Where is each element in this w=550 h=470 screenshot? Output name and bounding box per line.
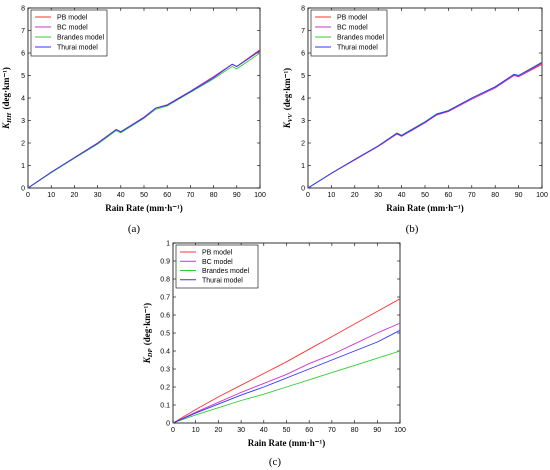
x-tick-label-c: 100 bbox=[394, 427, 406, 434]
x-tick-label-b: 20 bbox=[351, 192, 359, 199]
y-tick-label-c: 0.4 bbox=[160, 349, 170, 356]
x-tick-label-a: 90 bbox=[233, 192, 241, 199]
legend-label-b: BC model bbox=[337, 25, 368, 32]
legend-a bbox=[30, 9, 108, 57]
y-tick-label-b: 4 bbox=[301, 96, 305, 103]
y-tick-label-c: 0.8 bbox=[160, 277, 170, 284]
legend-label-c: Thurai model bbox=[202, 277, 243, 284]
y-tick-label-c: 1 bbox=[166, 241, 170, 248]
y-tick-label-a: 2 bbox=[21, 141, 25, 148]
series-line-a-thurai-model bbox=[27, 50, 261, 189]
y-tick-label-b: 5 bbox=[301, 73, 305, 80]
series-line-c-thurai-model bbox=[172, 329, 401, 424]
y-tick-label-b: 1 bbox=[301, 163, 305, 170]
x-tick-label-b: 100 bbox=[536, 192, 548, 199]
series-line-c-pb-model bbox=[172, 298, 401, 424]
y-axis-label-b: KVV (deg·km⁻¹) bbox=[282, 68, 294, 129]
x-tick-label-b: 70 bbox=[468, 192, 476, 199]
y-tick-label-a: 3 bbox=[21, 118, 25, 125]
caption-a: (a) bbox=[128, 223, 141, 235]
x-tick-label-c: 40 bbox=[260, 427, 268, 434]
y-tick-label-c: 0.1 bbox=[160, 403, 170, 410]
legend-label-b: Brandes model bbox=[337, 35, 385, 42]
x-tick-label-b: 50 bbox=[421, 192, 429, 199]
chart-a: 0 10 20 30 40 50 60 70 80 90 100 0 1 2 3 4 5 6 7 8 PB model B… bbox=[1, 6, 266, 236]
x-tick-label-b: 40 bbox=[398, 192, 406, 199]
x-tick-label-a: 10 bbox=[47, 192, 55, 199]
y-tick-label-b: 0 bbox=[301, 186, 305, 193]
legend-label-b: PB model bbox=[337, 15, 368, 22]
series-line-b-thurai-model bbox=[307, 62, 543, 189]
x-tick-label-a: 40 bbox=[117, 192, 125, 199]
y-tick-label-b: 2 bbox=[301, 141, 305, 148]
legend-label-a: Brandes model bbox=[57, 35, 105, 42]
y-tick-label-c: 0.9 bbox=[160, 259, 170, 266]
y-tick-label-b: 6 bbox=[301, 51, 305, 58]
x-tick-label-b: 10 bbox=[328, 192, 336, 199]
x-tick-label-a: 80 bbox=[210, 192, 218, 199]
x-tick-label-a: 60 bbox=[163, 192, 171, 199]
x-tick-label-c: 10 bbox=[192, 427, 200, 434]
x-tick-label-a: 0 bbox=[26, 192, 30, 199]
y-tick-label-a: 8 bbox=[21, 6, 25, 13]
x-tick-label-b: 90 bbox=[515, 192, 523, 199]
x-tick-label-a: 100 bbox=[254, 192, 266, 199]
y-tick-label-c: 0.6 bbox=[160, 313, 170, 320]
x-tick-label-a: 50 bbox=[140, 192, 148, 199]
x-tick-label-c: 90 bbox=[373, 427, 381, 434]
y-tick-label-a: 7 bbox=[21, 28, 25, 35]
y-tick-label-b: 8 bbox=[301, 6, 305, 13]
x-tick-label-c: 20 bbox=[215, 427, 223, 434]
x-tick-label-c: 0 bbox=[171, 427, 175, 434]
x-tick-label-c: 60 bbox=[305, 427, 313, 434]
x-tick-label-c: 30 bbox=[237, 427, 245, 434]
y-tick-label-c: 0 bbox=[166, 421, 170, 428]
legend-label-a: Thurai model bbox=[57, 45, 98, 52]
y-tick-label-a: 1 bbox=[21, 163, 25, 170]
chart-c: 0 10 20 30 40 50 60 70 80 90 100 0 0.1 0.2 0.3 0.4 0.5 0.… bbox=[142, 241, 406, 469]
x-tick-label-b: 30 bbox=[374, 192, 382, 199]
caption-b: (b) bbox=[406, 223, 419, 235]
legend-label-a: BC model bbox=[57, 25, 88, 32]
series-line-c-brandes-model bbox=[172, 350, 401, 424]
x-tick-label-c: 80 bbox=[351, 427, 359, 434]
legend-label-c: BC model bbox=[202, 259, 233, 266]
y-tick-label-a: 0 bbox=[21, 186, 25, 193]
y-axis-label-c: KDP (deg·km⁻¹) bbox=[142, 303, 154, 364]
y-tick-label-c: 0.2 bbox=[160, 385, 170, 392]
y-tick-label-a: 5 bbox=[21, 73, 25, 80]
x-tick-label-b: 60 bbox=[445, 192, 453, 199]
y-tick-label-c: 0.3 bbox=[160, 367, 170, 374]
legend-label-b: Thurai model bbox=[337, 45, 378, 52]
y-tick-label-c: 0.7 bbox=[160, 295, 170, 302]
y-axis-label-a: KHH (deg·km⁻¹) bbox=[1, 67, 13, 130]
x-axis-label-c: Rain Rate (mm·h⁻¹) bbox=[248, 438, 325, 448]
x-tick-label-a: 70 bbox=[187, 192, 195, 199]
series-line-a-brandes-model bbox=[27, 52, 261, 189]
x-tick-label-a: 20 bbox=[71, 192, 79, 199]
chart-b: 0 10 20 30 40 50 60 70 80 90 100 0 1 2 3 4 5 6 7 8 PB model B… bbox=[282, 6, 548, 236]
x-tick-label-a: 30 bbox=[94, 192, 102, 199]
y-tick-label-b: 3 bbox=[301, 118, 305, 125]
legend-label-a: PB model bbox=[57, 15, 88, 22]
x-tick-label-c: 50 bbox=[283, 427, 291, 434]
legend-label-c: Brandes model bbox=[202, 268, 250, 275]
legend-b bbox=[310, 9, 388, 57]
y-tick-label-a: 4 bbox=[21, 96, 25, 103]
x-tick-label-c: 70 bbox=[328, 427, 336, 434]
x-tick-label-b: 0 bbox=[306, 192, 310, 199]
y-tick-label-a: 6 bbox=[21, 51, 25, 58]
x-axis-label-a: Rain Rate (mm·h⁻¹) bbox=[105, 203, 182, 213]
y-tick-label-c: 0.5 bbox=[160, 331, 170, 338]
series-line-c-bc-model bbox=[172, 322, 401, 424]
y-tick-label-b: 7 bbox=[301, 28, 305, 35]
x-tick-label-b: 80 bbox=[491, 192, 499, 199]
caption-c: (c) bbox=[269, 456, 282, 468]
legend-label-c: PB model bbox=[202, 250, 233, 257]
x-axis-label-b: Rain Rate (mm·h⁻¹) bbox=[386, 203, 463, 213]
